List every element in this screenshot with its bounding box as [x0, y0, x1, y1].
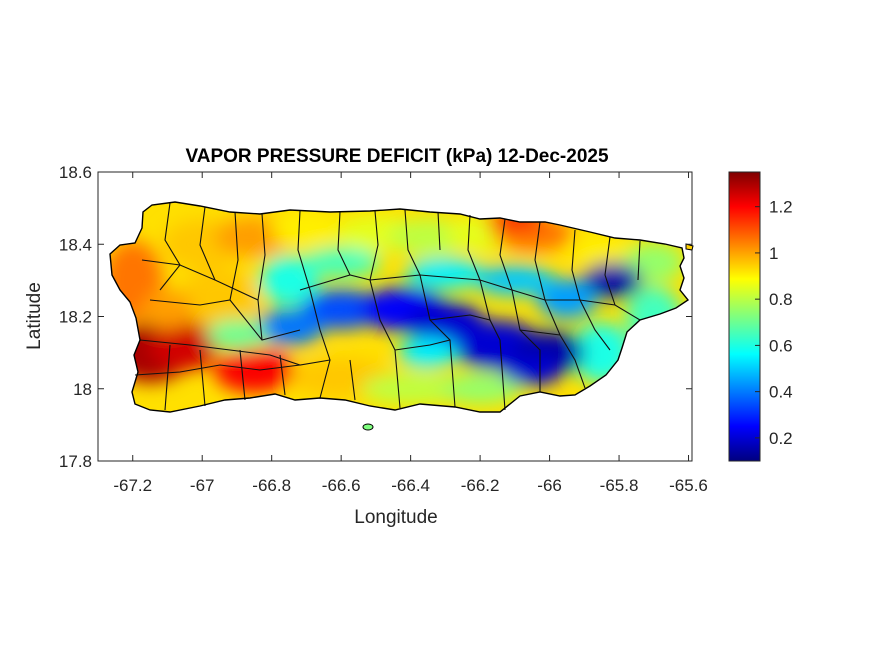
municipal-boundary: [149, 299, 301, 341]
vpd-blob: [536, 278, 597, 319]
y-axis: 18.6 18.4 18.2 18 17.8: [59, 163, 692, 471]
x-tick-label: -65.6: [669, 476, 708, 495]
municipal-boundary: [239, 349, 246, 401]
municipal-boundary: [479, 279, 506, 411]
municipal-boundary: [511, 289, 541, 392]
island-outline: [109, 201, 690, 413]
municipal-boundary: [309, 289, 331, 399]
colorbar-tick-label: 1.2: [769, 198, 793, 217]
vpd-blob: [360, 373, 461, 404]
vpd-blob: [474, 265, 555, 296]
municipal-boundary: [544, 299, 586, 389]
vpd-blob: [142, 289, 193, 330]
y-tick-label: 18: [73, 380, 92, 399]
x-tick-label: -67: [190, 476, 215, 495]
colorbar-tick-label: 0.8: [769, 290, 793, 309]
municipal-boundary: [369, 210, 379, 281]
vpd-blob: [271, 211, 342, 248]
municipal-boundary: [159, 202, 181, 291]
municipal-boundary: [134, 364, 301, 376]
x-tick-label: -67.2: [113, 476, 152, 495]
municipal-boundary: [467, 214, 481, 281]
y-tick-label: 17.8: [59, 452, 92, 471]
municipal-boundary: [337, 211, 351, 276]
municipal-boundary: [637, 240, 641, 281]
vpd-field: [110, 202, 688, 412]
colorbar-tick-label: 1: [769, 244, 778, 263]
municipal-boundary: [279, 354, 286, 396]
municipal-boundary: [429, 314, 491, 321]
vpd-blob: [398, 337, 458, 368]
x-axis-label: Longitude: [354, 507, 437, 528]
x-tick-label: -66.4: [391, 476, 430, 495]
x-tick-label: -66.8: [252, 476, 291, 495]
vpd-blob: [301, 289, 382, 330]
municipal-boundary: [404, 209, 421, 276]
municipal-boundary: [139, 339, 331, 366]
colorbar-tick-label: 0.4: [769, 383, 793, 402]
colorbar-tick-label: 0.6: [769, 336, 793, 355]
vpd-blob: [179, 268, 260, 329]
municipal-boundary: [141, 259, 259, 301]
y-axis-label: Latitude: [24, 282, 45, 350]
municipal-boundary: [419, 274, 456, 408]
islet-caja-de-muerto: [362, 423, 374, 431]
x-tick-label: -66.2: [461, 476, 500, 495]
vpd-blob: [214, 348, 295, 393]
municipal-boundary: [199, 206, 216, 281]
municipal-boundary: [369, 279, 401, 409]
y-tick-label: 18.2: [59, 308, 92, 327]
colorbar: [728, 171, 761, 462]
vpd-blob: [440, 373, 521, 404]
x-tick-label: -65.8: [600, 476, 639, 495]
y-tick-label: 18.4: [59, 235, 92, 254]
municipal-boundary: [579, 299, 611, 351]
x-tick-label: -66: [537, 476, 562, 495]
municipal-boundary: [299, 274, 641, 321]
municipal-boundary: [297, 210, 311, 291]
chart-title: VAPOR PRESSURE DEFICIT (kPa) 12-Dec-2025: [185, 146, 608, 167]
vpd-blob: [149, 320, 220, 371]
vpd-blob: [405, 258, 486, 289]
municipal-boundary: [394, 339, 451, 351]
vpd-blob: [502, 355, 563, 386]
x-tick-label: -66.6: [322, 476, 361, 495]
y-tick-label: 18.6: [59, 163, 92, 182]
municipal-boundary: [349, 359, 356, 401]
vpd-blob: [254, 309, 325, 346]
municipal-boundary: [437, 211, 441, 251]
islet-east: [685, 243, 694, 251]
municipal-boundary: [499, 218, 513, 291]
municipal-boundary: [257, 213, 266, 341]
municipal-boundary: [519, 329, 561, 336]
municipal-boundary: [164, 344, 171, 411]
vpd-blob: [582, 262, 643, 299]
colorbar-ticks: 1.2 1 0.8 0.6 0.4 0.2: [755, 198, 793, 448]
colorbar-tick-label: 0.2: [769, 429, 793, 448]
municipal-boundary: [199, 349, 206, 407]
municipal-boundary: [229, 211, 239, 301]
municipal-boundary: [571, 229, 581, 301]
municipal-boundary: [604, 236, 616, 306]
municipal-boundary: [534, 221, 546, 301]
x-axis: -67.2 -67 -66.8 -66.6 -66.4 -66.2 -66 -65.8 -65.…: [113, 172, 708, 495]
municipal-boundaries: [134, 202, 641, 411]
vpd-blob: [301, 247, 382, 278]
vpd-blob: [571, 236, 632, 267]
